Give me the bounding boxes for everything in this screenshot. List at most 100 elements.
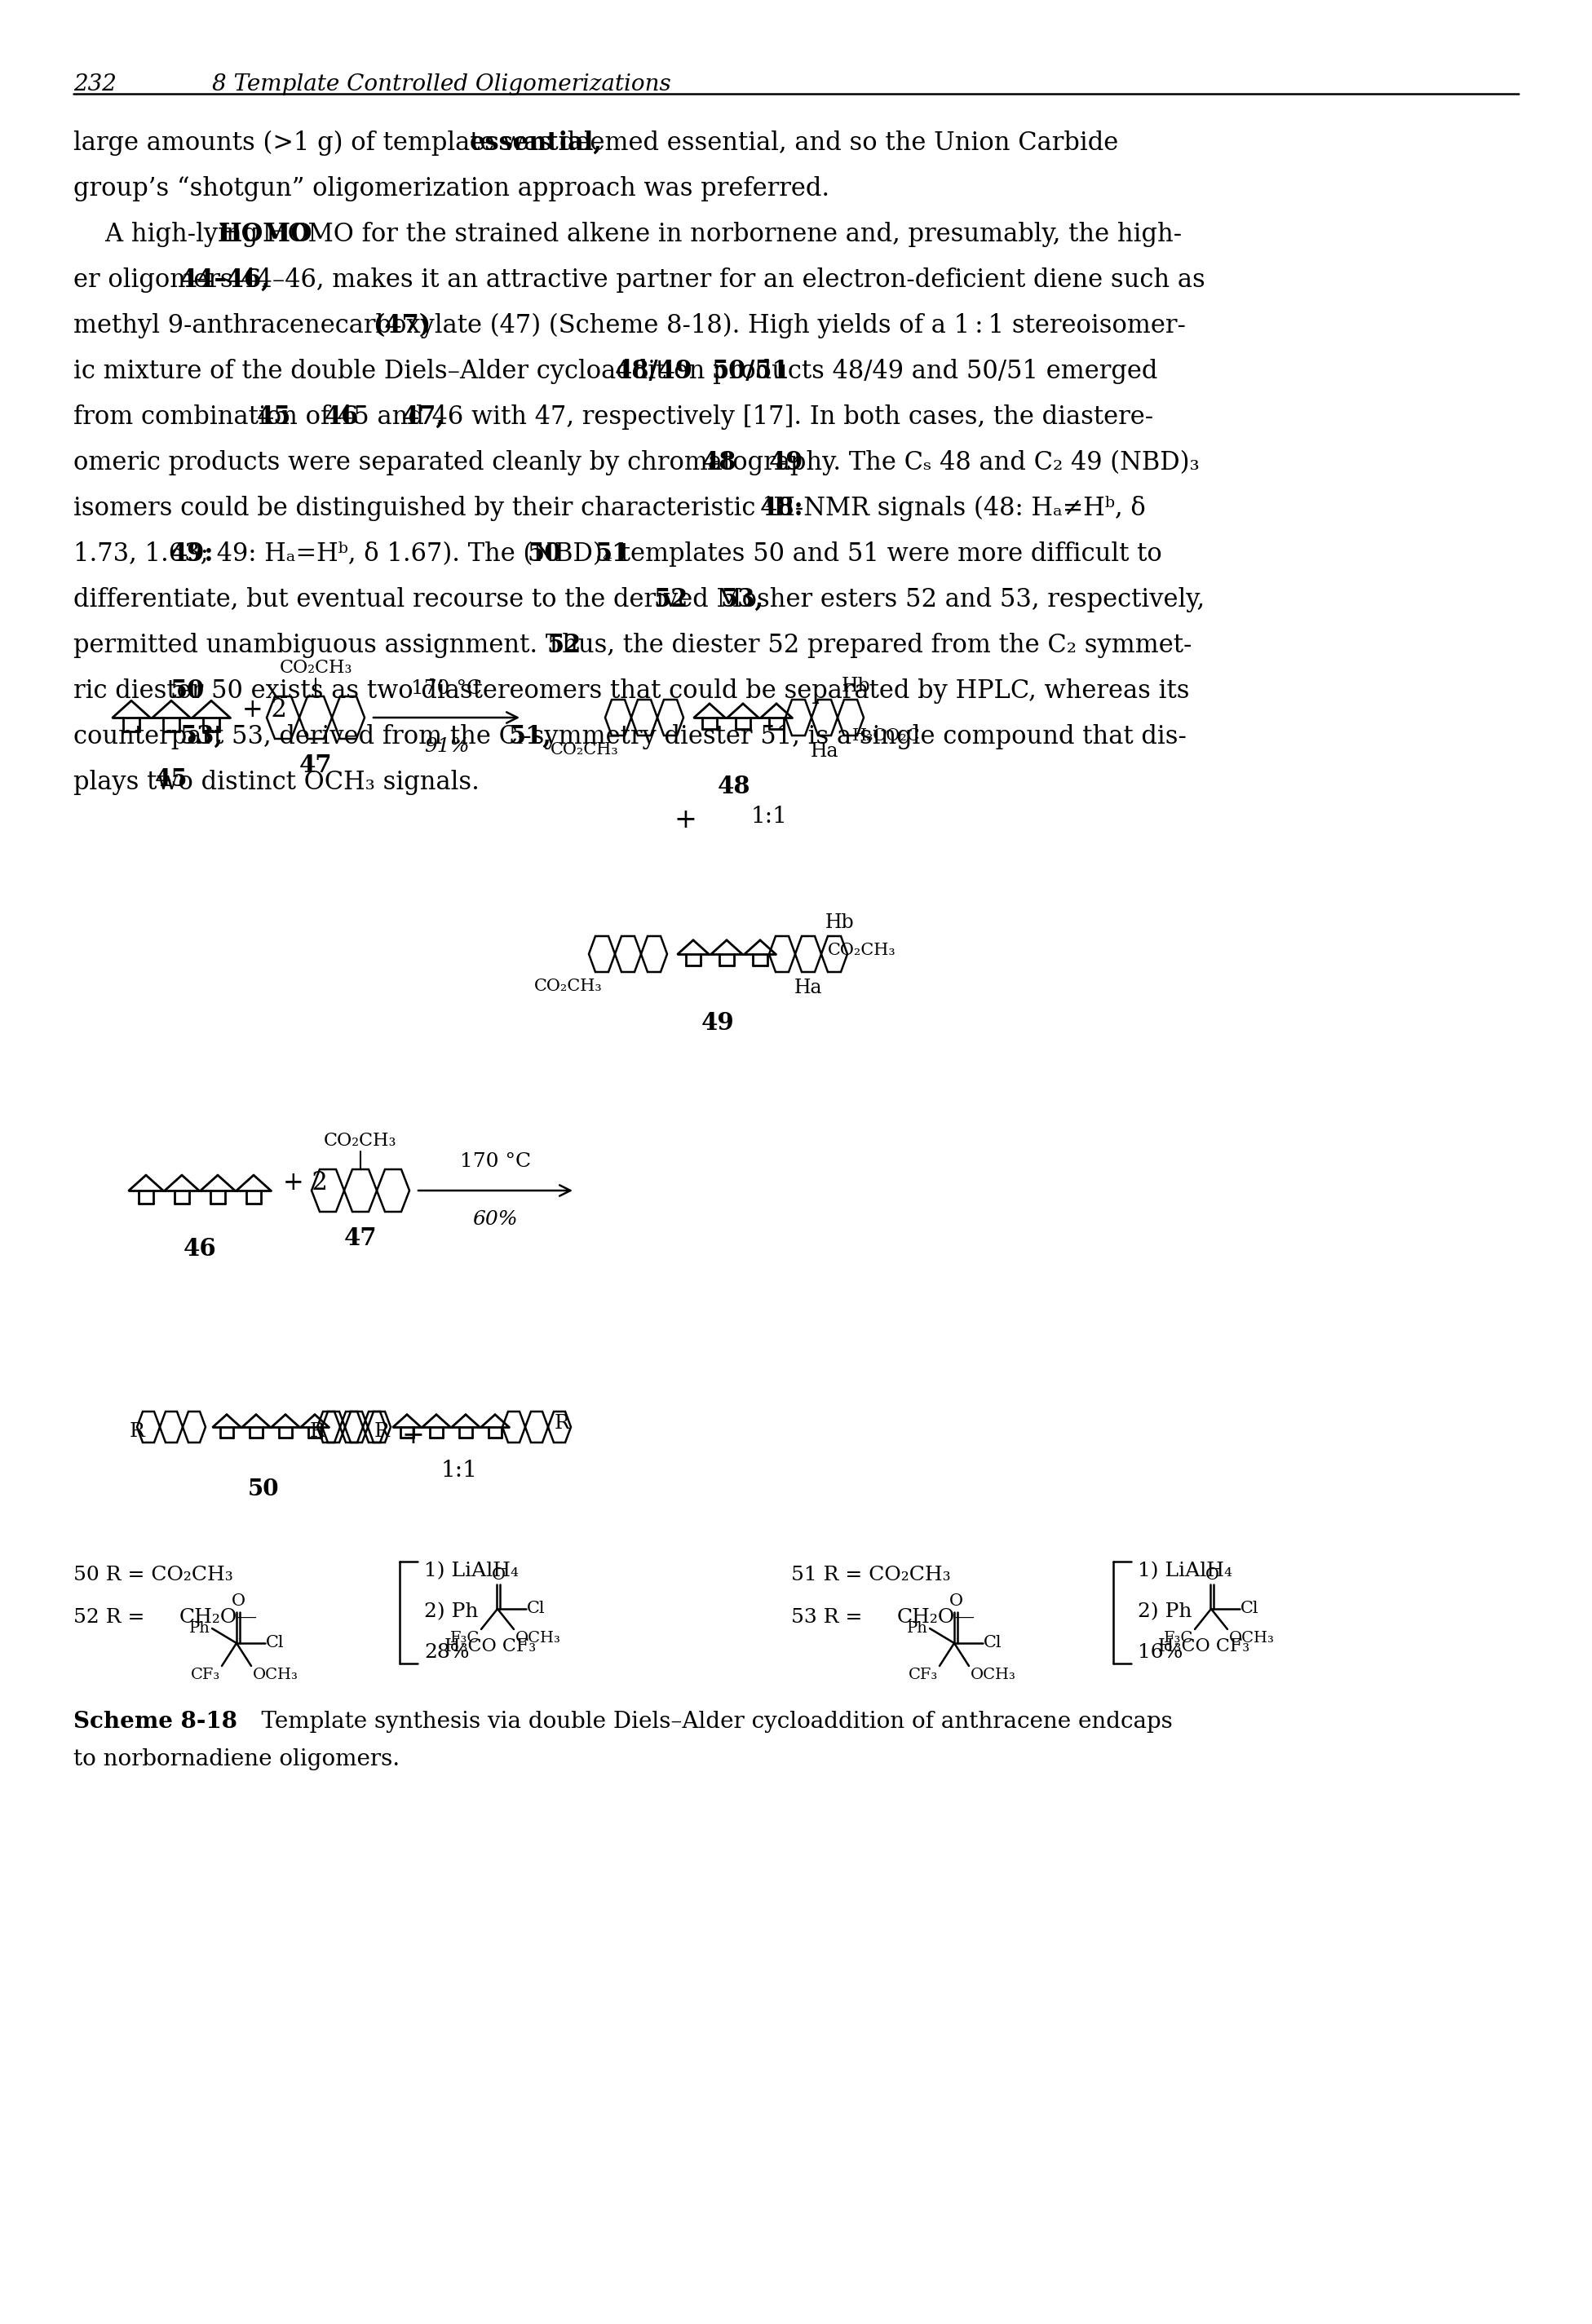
Text: H₃CO CF₃: H₃CO CF₃ bbox=[444, 1638, 537, 1655]
Text: 50: 50 bbox=[248, 1478, 280, 1501]
Text: 53,: 53, bbox=[180, 725, 223, 748]
Text: Cl: Cl bbox=[266, 1636, 285, 1650]
Text: 52 R =: 52 R = bbox=[73, 1608, 145, 1627]
Text: 46: 46 bbox=[183, 1236, 217, 1260]
Text: 52: 52 bbox=[653, 588, 688, 614]
Text: O: O bbox=[949, 1594, 963, 1608]
Text: permitted unambiguous assignment. Thus, the diester 52 prepared from the C₂ symm: permitted unambiguous assignment. Thus, … bbox=[73, 632, 1192, 658]
Text: 45: 45 bbox=[256, 404, 291, 430]
Text: essential,: essential, bbox=[470, 130, 603, 156]
Text: OCH₃: OCH₃ bbox=[971, 1669, 1016, 1683]
Text: H₃CO CF₃: H₃CO CF₃ bbox=[1157, 1638, 1250, 1655]
Text: 1) LiAlH₄: 1) LiAlH₄ bbox=[423, 1562, 519, 1580]
Text: 48: 48 bbox=[702, 451, 736, 476]
Text: HOMO: HOMO bbox=[218, 221, 312, 246]
Text: 8 Template Controlled Oligomerizations: 8 Template Controlled Oligomerizations bbox=[212, 74, 670, 95]
Text: 51 R = CO₂CH₃: 51 R = CO₂CH₃ bbox=[791, 1566, 950, 1585]
Text: A high-lying HOMO for the strained alkene in norbornene and, presumably, the hig: A high-lying HOMO for the strained alken… bbox=[73, 221, 1181, 246]
Text: CO₂CH₃: CO₂CH₃ bbox=[828, 941, 896, 957]
Text: CH₂O—: CH₂O— bbox=[898, 1608, 976, 1627]
Text: 47: 47 bbox=[344, 1227, 377, 1250]
Text: 48:: 48: bbox=[759, 495, 804, 521]
Text: OCH₃: OCH₃ bbox=[1229, 1631, 1275, 1645]
Text: 51: 51 bbox=[595, 541, 630, 567]
Text: 45: 45 bbox=[154, 767, 188, 790]
Text: Cl: Cl bbox=[1240, 1601, 1259, 1618]
Text: 46: 46 bbox=[325, 404, 360, 430]
Text: CO₂CH₃: CO₂CH₃ bbox=[325, 1132, 396, 1150]
Text: + 2: + 2 bbox=[283, 1169, 328, 1195]
Text: 170 °C: 170 °C bbox=[411, 679, 482, 697]
Text: 47: 47 bbox=[299, 753, 333, 776]
Text: 49: 49 bbox=[702, 1011, 736, 1034]
Text: 170 °C: 170 °C bbox=[460, 1153, 532, 1171]
Text: ic mixture of the double Diels–Alder cycloaddition products 48/49 and 50/51 emer: ic mixture of the double Diels–Alder cyc… bbox=[73, 358, 1157, 383]
Text: Ph: Ph bbox=[189, 1622, 210, 1636]
Text: 1:1: 1:1 bbox=[441, 1459, 478, 1483]
Text: 49: 49 bbox=[769, 451, 804, 476]
Text: differentiate, but eventual recourse to the derived Mosher esters 52 and 53, res: differentiate, but eventual recourse to … bbox=[73, 588, 1205, 614]
Text: large amounts (>1 g) of template was deemed essential, and so the Union Carbide: large amounts (>1 g) of template was dee… bbox=[73, 130, 1118, 156]
Text: 44–46,: 44–46, bbox=[180, 267, 271, 293]
Text: +: + bbox=[401, 1422, 423, 1450]
Text: Cl: Cl bbox=[984, 1636, 1001, 1650]
Text: F₃C: F₃C bbox=[1164, 1631, 1192, 1645]
Text: +: + bbox=[673, 806, 697, 834]
Text: counterpart 53, derived from the Cᵢ-symmetry diester 51, is a single compound th: counterpart 53, derived from the Cᵢ-symm… bbox=[73, 725, 1186, 748]
Text: 2) Ph: 2) Ph bbox=[1138, 1601, 1192, 1622]
Text: 53,: 53, bbox=[721, 588, 764, 614]
Text: 1:1: 1:1 bbox=[751, 806, 788, 827]
Text: plays two distinct OCH₃ signals.: plays two distinct OCH₃ signals. bbox=[73, 769, 479, 795]
Text: to norbornadiene oligomers.: to norbornadiene oligomers. bbox=[73, 1748, 400, 1771]
Text: R: R bbox=[554, 1413, 570, 1432]
Text: Ha: Ha bbox=[794, 978, 823, 997]
Text: CO₂CH₃: CO₂CH₃ bbox=[279, 660, 352, 676]
Text: 1) LiAlH₄: 1) LiAlH₄ bbox=[1138, 1562, 1232, 1580]
Text: 50: 50 bbox=[527, 541, 562, 567]
Text: 50: 50 bbox=[170, 679, 204, 704]
Text: Ha: Ha bbox=[810, 741, 839, 760]
Text: + 2: + 2 bbox=[242, 697, 287, 723]
Text: Ph: Ph bbox=[907, 1622, 928, 1636]
Text: OCH₃: OCH₃ bbox=[516, 1631, 560, 1645]
Text: 2) Ph: 2) Ph bbox=[423, 1601, 478, 1622]
Text: 91%: 91% bbox=[423, 737, 470, 755]
Text: 50/51: 50/51 bbox=[712, 358, 790, 383]
Text: ric diester 50 exists as two diastereomers that could be separated by HPLC, wher: ric diester 50 exists as two diastereome… bbox=[73, 679, 1189, 704]
Text: OCH₃: OCH₃ bbox=[253, 1669, 298, 1683]
Text: group’s “shotgun” oligomerization approach was preferred.: group’s “shotgun” oligomerization approa… bbox=[73, 177, 829, 202]
Text: O: O bbox=[231, 1594, 245, 1608]
Text: R: R bbox=[374, 1422, 390, 1441]
Text: O: O bbox=[1205, 1566, 1219, 1583]
Text: from combination of 45 and 46 with 47, respectively [17]. In both cases, the dia: from combination of 45 and 46 with 47, r… bbox=[73, 404, 1153, 430]
Text: O: O bbox=[492, 1566, 505, 1583]
Text: 60%: 60% bbox=[473, 1211, 517, 1229]
Text: Hb: Hb bbox=[842, 676, 871, 695]
Text: R: R bbox=[129, 1422, 145, 1441]
Text: er oligomers 44–46, makes it an attractive partner for an electron-deficient die: er oligomers 44–46, makes it an attracti… bbox=[73, 267, 1205, 293]
Text: Scheme 8-18: Scheme 8-18 bbox=[73, 1710, 237, 1734]
Text: CO₂CH₃: CO₂CH₃ bbox=[533, 978, 602, 995]
Text: 232: 232 bbox=[73, 74, 116, 95]
Text: 53 R =: 53 R = bbox=[791, 1608, 863, 1627]
Text: 16%: 16% bbox=[1138, 1643, 1183, 1662]
Text: F₃C: F₃C bbox=[451, 1631, 479, 1645]
Text: R: R bbox=[309, 1422, 325, 1441]
Text: CF₃: CF₃ bbox=[191, 1669, 220, 1683]
Text: 47,: 47, bbox=[403, 404, 446, 430]
Text: 52: 52 bbox=[548, 632, 581, 658]
Text: methyl 9-anthracenecarboxylate (47) (Scheme 8-18). High yields of a 1 : 1 stereo: methyl 9-anthracenecarboxylate (47) (Sch… bbox=[73, 314, 1186, 339]
Text: isomers could be distinguished by their characteristic ¹H-NMR signals (48: Hₐ≠Hᵇ: isomers could be distinguished by their … bbox=[73, 495, 1146, 521]
Text: CF₃: CF₃ bbox=[909, 1669, 938, 1683]
Text: 48: 48 bbox=[718, 774, 751, 799]
Text: Cl: Cl bbox=[527, 1601, 546, 1618]
Text: 51,: 51, bbox=[508, 725, 551, 748]
Text: Hb: Hb bbox=[825, 913, 855, 932]
Text: Template synthesis via double Diels–Alder cycloaddition of anthracene endcaps: Template synthesis via double Diels–Alde… bbox=[232, 1710, 1173, 1734]
Text: (47): (47) bbox=[373, 314, 431, 339]
Text: 48/49: 48/49 bbox=[615, 358, 693, 383]
Text: omeric products were separated cleanly by chromatography. The Cₛ 48 and C₂ 49 (N: omeric products were separated cleanly b… bbox=[73, 451, 1199, 476]
Text: 50 R = CO₂CH₃: 50 R = CO₂CH₃ bbox=[73, 1566, 232, 1585]
Text: H₃CO₂C: H₃CO₂C bbox=[852, 727, 920, 744]
Text: 28%: 28% bbox=[423, 1643, 470, 1662]
